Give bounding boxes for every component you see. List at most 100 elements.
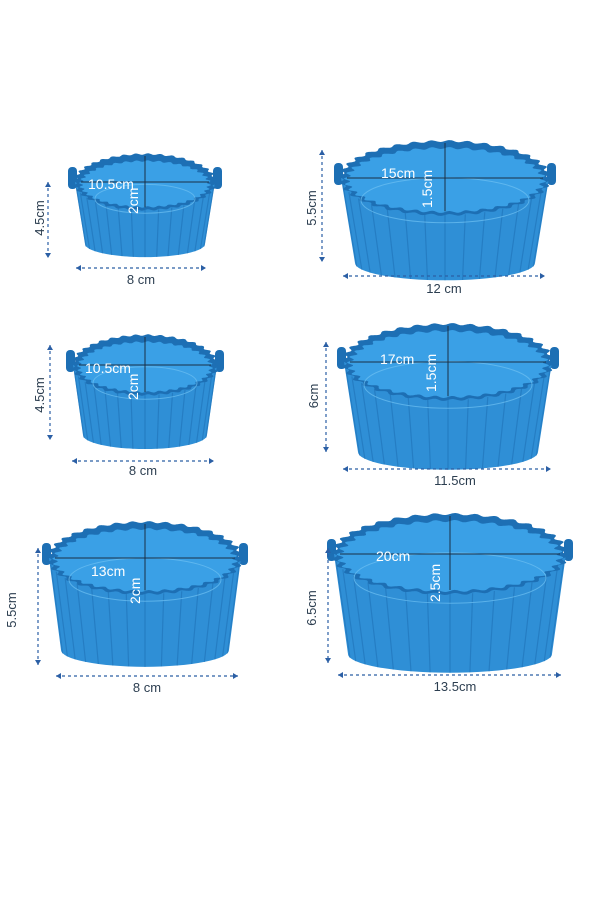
depth-label: 1.5cm <box>419 170 435 208</box>
basket-rib <box>77 376 89 441</box>
basket-rib <box>194 197 204 252</box>
basket-rib <box>342 569 357 662</box>
basket-rib <box>386 208 396 278</box>
height-label: 4.5cm <box>32 200 47 235</box>
top-diameter-label: 17cm <box>380 351 414 367</box>
arrow-down <box>319 257 325 262</box>
arrow-down <box>45 253 51 258</box>
basket-rib <box>176 591 183 666</box>
arrow-right <box>540 273 545 279</box>
arrow-up <box>325 548 331 553</box>
basket-rib <box>522 383 536 462</box>
depth-label: 2.5cm <box>427 564 443 602</box>
basket-rib <box>426 593 431 673</box>
basket-rib <box>86 197 96 252</box>
arrow-up <box>319 150 325 155</box>
arrow-left <box>343 273 348 279</box>
arrow-left <box>343 466 348 472</box>
basket-rib <box>506 587 516 670</box>
basket-rib <box>130 394 134 449</box>
basket-rib <box>125 593 130 667</box>
basket-rib <box>226 564 240 654</box>
basket-rib <box>91 587 99 665</box>
basket-rib <box>360 383 374 462</box>
arrow-right <box>556 672 561 678</box>
basket-rib <box>205 370 217 438</box>
basket-rib <box>107 591 114 666</box>
basket-rib <box>64 577 76 660</box>
height-label: 6.5cm <box>304 590 319 625</box>
height-label: 6cm <box>306 384 321 409</box>
basket-rib <box>478 212 486 280</box>
arrow-left <box>76 265 81 271</box>
basket-rib <box>94 201 104 254</box>
handle-left <box>337 347 346 369</box>
basket-rib <box>104 389 112 447</box>
basket-rib <box>105 205 113 255</box>
handle-left <box>334 163 343 185</box>
basket-rib <box>508 204 520 276</box>
arrow-up <box>47 345 53 350</box>
arrow-left <box>56 673 61 679</box>
basket-rib <box>50 564 64 654</box>
basket-rib <box>130 209 134 257</box>
handle-left <box>68 167 77 189</box>
arrow-left <box>72 458 77 464</box>
basket-rib <box>389 393 399 467</box>
arrow-down <box>323 447 329 452</box>
basket-rib <box>481 397 489 469</box>
basket-rib <box>488 590 495 672</box>
width-label: 8 cm <box>129 463 157 478</box>
basket-rib <box>188 386 197 445</box>
height-label: 4.5cm <box>32 377 47 412</box>
basket-rib <box>494 208 504 278</box>
top-diameter-label: 10.5cm <box>85 360 131 376</box>
basket-rib <box>511 388 523 465</box>
basket-rib <box>178 389 186 447</box>
basket-rib <box>464 399 469 470</box>
handle-left <box>42 543 51 565</box>
basket-rib <box>348 192 363 270</box>
basket-l1: 15cm 1.5cm 5.5cm 12 cm <box>304 140 556 296</box>
basket-rib <box>76 583 87 662</box>
arrow-right <box>201 265 206 271</box>
depth-label: 2cm <box>125 374 141 400</box>
basket-rib <box>214 577 226 660</box>
basket-rib <box>373 388 385 465</box>
arrow-up <box>35 548 41 553</box>
basket-rib <box>351 376 366 459</box>
basket-rib <box>203 187 215 247</box>
basket-rib <box>549 561 565 658</box>
basket-rib <box>156 394 160 449</box>
basket-rib <box>342 185 358 267</box>
basket-rib <box>405 590 412 672</box>
basket-rib <box>461 214 466 280</box>
basket-rib <box>530 376 545 459</box>
height-label: 5.5cm <box>4 592 19 627</box>
basket-rib <box>335 561 351 658</box>
arrow-down <box>325 658 331 663</box>
basket-rib <box>199 192 211 250</box>
width-label: 11.5cm <box>434 473 476 488</box>
basket-rib <box>535 369 551 456</box>
basket-rib <box>156 209 160 257</box>
basket-rib <box>160 593 165 667</box>
basket-rib <box>527 192 542 270</box>
basket-rib <box>407 397 415 469</box>
basket-rib <box>186 201 196 254</box>
basket-rib <box>168 392 174 448</box>
arrow-up <box>45 182 51 187</box>
arrow-right <box>209 458 214 464</box>
basket-rib <box>424 214 429 280</box>
depth-label: 1.5cm <box>423 354 439 392</box>
basket-rib <box>370 204 382 276</box>
arrow-up <box>323 342 329 347</box>
arrow-right <box>233 673 238 679</box>
top-diameter-label: 13cm <box>91 563 125 579</box>
arrow-down <box>35 660 41 665</box>
basket-rib <box>167 207 173 257</box>
